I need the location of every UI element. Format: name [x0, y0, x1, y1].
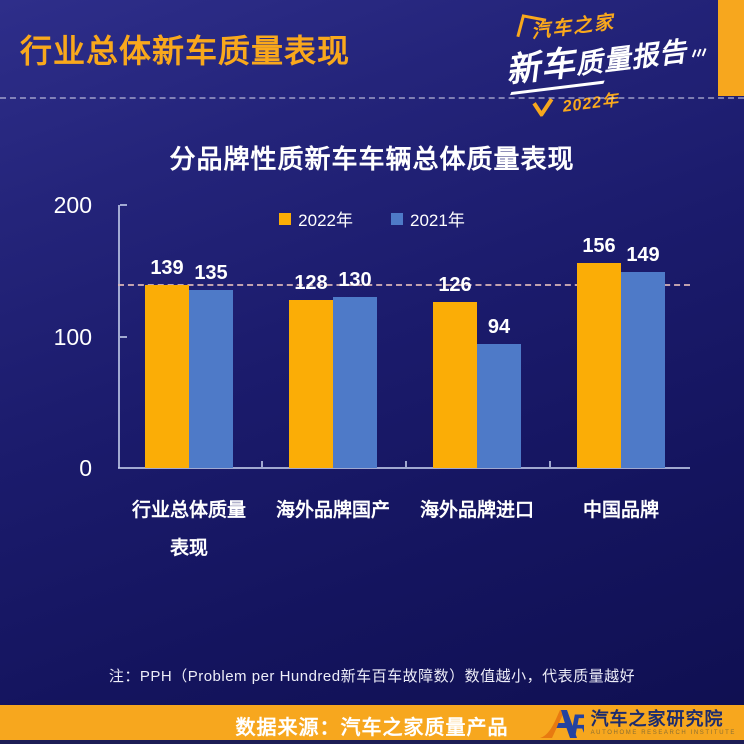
x-axis-line: [118, 467, 690, 469]
x-category-label: 海外品牌进口: [419, 500, 534, 521]
bar-2021年-中国品牌: [621, 272, 665, 468]
check-icon: [532, 97, 554, 117]
bar-2021年-行业总体质量表现: [189, 290, 233, 468]
research-institute-logo: R 汽车之家研究院 AUTOHOME RESEARCH INSTITUTE: [539, 707, 736, 739]
x-category-label: 行业总体质量 表现: [131, 500, 246, 559]
bar-value-label: 128: [294, 271, 328, 294]
x-category-label: 海外品牌国产: [275, 500, 390, 521]
y-tick-label: 0: [79, 455, 92, 481]
bar-value-label: 156: [582, 234, 616, 257]
bar-2022年-海外品牌国产: [289, 299, 333, 468]
y-axis-line: [118, 205, 120, 468]
autohome-report-logo: 汽车之家 新车 质量报告 2022年: [499, 0, 715, 117]
header-accent-strip: [718, 0, 744, 96]
y-tick-mark: [120, 335, 127, 338]
bar-value-label: 126: [438, 274, 472, 297]
legend-item: 2021年: [391, 206, 465, 231]
legend-swatch-icon: [391, 212, 403, 225]
bar-value-label: 135: [194, 262, 228, 285]
org-name-cn: 汽车之家研究院: [590, 708, 724, 729]
reference-line: [118, 284, 690, 287]
chart-footnote: 注：PPH（Problem per Hundred新车百车故障数）数值越小，代表…: [108, 668, 636, 685]
x-tick-mark: [261, 461, 263, 467]
logo-bracket-icon: [516, 14, 547, 38]
x-tick-mark: [549, 461, 551, 467]
svg-text:R: R: [570, 708, 584, 739]
bar-2022年-中国品牌: [577, 262, 621, 468]
bar-value-label: 130: [338, 269, 372, 292]
chart-legend: 2022年 2021年: [0, 206, 744, 231]
bottom-edge-strip: [0, 740, 744, 744]
bar-2022年-行业总体质量表现: [145, 285, 189, 468]
x-tick-mark: [405, 461, 407, 467]
bar-value-label: 94: [487, 316, 511, 339]
ar-logo-icon: R: [539, 708, 584, 739]
legend-label: 2022年: [298, 211, 353, 230]
bar-value-label: 139: [150, 257, 184, 280]
bar-2021年-海外品牌进口: [477, 344, 521, 468]
legend-item: 2022年: [279, 206, 353, 231]
y-tick-mark: [120, 204, 127, 206]
chart-title: 分品牌性质新车车辆总体质量表现: [169, 144, 575, 174]
page-title: 行业总体新车质量表现: [20, 33, 351, 69]
org-name-en: AUTOHOME RESEARCH INSTITUTE: [590, 729, 736, 736]
legend-swatch-icon: [279, 212, 292, 225]
bar-value-label: 149: [626, 244, 660, 267]
footer-bar: [0, 705, 744, 740]
legend-label: 2021年: [410, 211, 465, 230]
header-divider: [0, 97, 744, 99]
bar-2022年-海外品牌进口: [433, 302, 477, 468]
y-tick-label: 100: [53, 323, 92, 350]
bar-2021年-海外品牌国产: [333, 297, 377, 468]
data-source-text: 数据来源：汽车之家质量产品: [235, 717, 509, 739]
y-tick-label: 200: [53, 192, 92, 218]
x-category-label: 中国品牌: [582, 500, 659, 521]
